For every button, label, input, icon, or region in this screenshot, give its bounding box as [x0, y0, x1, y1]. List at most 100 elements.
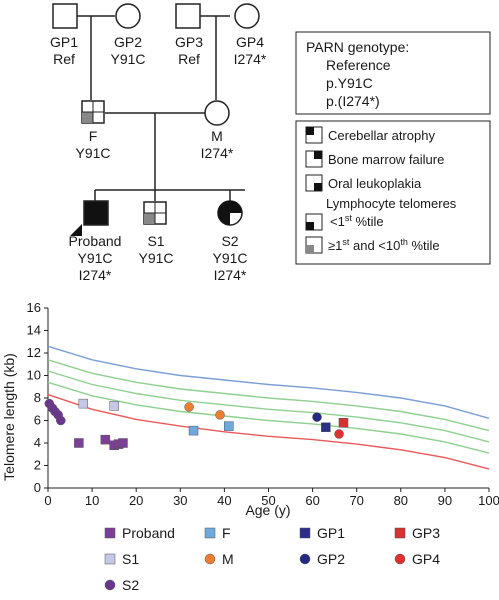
- pedigree-gp2: GP2 Y91C: [110, 3, 146, 67]
- legend-label-gp2: GP2: [317, 551, 345, 567]
- legend-entry-gp4: GP4: [394, 551, 440, 567]
- gp1-name: GP1: [50, 34, 78, 50]
- pedigree-gp3: GP3 Ref: [175, 3, 203, 67]
- x-tick-label: 80: [394, 493, 408, 508]
- legend-marker-gp2: [299, 553, 311, 565]
- pedigree-s2: S2 Y91C I274*: [212, 200, 248, 283]
- s1-name: S1: [147, 233, 164, 249]
- pedigree-proband: Proband Y91C I274*: [69, 200, 122, 283]
- point-gp3: [338, 418, 349, 428]
- telomere-chart: 0 2 4 6 8 10 12 14 16 0 10 20 30 40 50 60 70 80 90 100 Tel…: [1, 300, 499, 593]
- legend-label-f: F: [222, 525, 231, 541]
- legend-marker-s1: [104, 553, 116, 565]
- legend-telomere-1to10: ≥1st and <10th %tile: [305, 236, 440, 254]
- pedigree-father: F Y91C: [75, 100, 111, 161]
- x-tick-label: 60: [305, 493, 319, 508]
- point-m: [184, 402, 194, 412]
- legend-marker-gp3: [394, 527, 406, 539]
- x-tick-label: 50: [261, 493, 275, 508]
- legend-bone-marrow-failure: Bone marrow failure: [305, 150, 444, 168]
- y-tick-label: 16: [27, 300, 41, 315]
- percentile-curve-3: [47, 370, 490, 443]
- proband-name: Proband: [69, 233, 122, 249]
- gp4-name: GP4: [236, 34, 264, 50]
- series-legend: Proband F GP1 GP3 S1 M GP2 GP4 S2: [104, 525, 440, 593]
- legend-label-s2: S2: [122, 577, 139, 593]
- point-gp2: [312, 412, 322, 422]
- s1-genotype: Y91C: [138, 250, 173, 266]
- legend-marker-proband: [104, 527, 116, 539]
- legend-label-proband: Proband: [122, 525, 175, 541]
- gp4-genotype: I274*: [234, 51, 267, 67]
- legend-marker-f: [204, 527, 216, 539]
- y-tick-label: 4: [34, 435, 41, 450]
- point-proband: [74, 438, 84, 448]
- point-f: [188, 425, 199, 436]
- proband-genotype: Y91C: [77, 250, 112, 266]
- y-tick-label: 0: [34, 480, 41, 495]
- x-tick-label: 20: [129, 493, 143, 508]
- point-proband: [118, 438, 128, 448]
- proband-genotype2: I274*: [79, 267, 112, 283]
- legend-marker-m: [204, 553, 216, 565]
- point-proband: [100, 434, 111, 445]
- y-tick-label: 2: [34, 458, 41, 473]
- legend-oral-leukoplakia-label: Oral leukoplakia: [328, 176, 422, 191]
- x-tick-label: 100: [478, 493, 499, 508]
- x-tick-label: 90: [438, 493, 452, 508]
- legend-oral-leukoplakia: Oral leukoplakia: [305, 174, 422, 192]
- y-tick-label: 8: [34, 390, 41, 405]
- gp1-genotype: Ref: [53, 51, 75, 67]
- legend-label-gp4: GP4: [412, 551, 440, 567]
- x-tick-label: 70: [349, 493, 363, 508]
- point-f: [224, 421, 234, 431]
- genotype-key-line-1: Reference: [326, 57, 391, 73]
- legend-telomere-lt1-label: <1st %tile: [330, 213, 384, 229]
- father-name: F: [89, 128, 98, 144]
- x-tick-label: 10: [85, 493, 99, 508]
- legend-entry-m: M: [204, 551, 234, 567]
- x-tick-label: 30: [173, 493, 187, 508]
- percentile-curve-2: [47, 359, 490, 432]
- point-m: [215, 410, 225, 420]
- point-s2: [56, 415, 66, 426]
- percentile-curve-1: [47, 345, 490, 419]
- y-axis-title: Telomere length (kb): [1, 353, 17, 481]
- legend-entry-s2: S2: [104, 577, 139, 593]
- y-tick-label: 12: [27, 345, 41, 360]
- pedigree-panel: GP1 Ref GP2 Y91C GP3 Ref GP4 I274* F Y91…: [50, 3, 491, 283]
- legend-label-gp1: GP1: [317, 525, 345, 541]
- pedigree-mother: M I274*: [201, 100, 234, 161]
- x-tick-label: 0: [44, 493, 51, 508]
- legend-entry-gp3: GP3: [394, 525, 440, 541]
- legend-entry-proband: Proband: [104, 525, 175, 541]
- pedigree-s1: S1 Y91C: [138, 201, 174, 266]
- legend-label-m: M: [222, 551, 234, 567]
- legend-marker-s2: [104, 579, 116, 591]
- point-gp1: [321, 422, 331, 432]
- phenotype-legend: Cerebellar atrophy Bone marrow failure O…: [295, 120, 491, 265]
- legend-marker-gp1: [299, 527, 311, 539]
- percentile-curves: [47, 345, 490, 470]
- legend-cerebellar-atrophy-label: Cerebellar atrophy: [328, 128, 435, 143]
- father-genotype: Y91C: [75, 145, 110, 161]
- s2-genotype2: I274*: [214, 267, 247, 283]
- x-axis-title: Age (y): [245, 502, 290, 518]
- y-axis: 0 2 4 6 8 10 12 14 16: [27, 300, 49, 495]
- legend-entry-s1: S1: [104, 551, 139, 567]
- legend-telomere-header: Lymphocyte telomeres: [326, 196, 457, 211]
- point-s1: [78, 398, 89, 409]
- mother-name: M: [211, 128, 223, 144]
- point-s1: [109, 401, 119, 411]
- pedigree-gp1: GP1 Ref: [50, 3, 78, 67]
- y-tick-label: 10: [27, 368, 41, 383]
- legend-entry-gp2: GP2: [299, 551, 345, 567]
- s2-name: S2: [221, 233, 238, 249]
- percentile-curve-5: [47, 393, 490, 470]
- x-axis: 0 10 20 30 40 50 60 70 80 90 100: [44, 487, 499, 508]
- s2-genotype: Y91C: [212, 250, 247, 266]
- legend-label-s1: S1: [122, 551, 139, 567]
- gp2-name: GP2: [114, 34, 142, 50]
- genotype-key-line-2: p.Y91C: [326, 75, 373, 91]
- gp3-genotype: Ref: [178, 51, 200, 67]
